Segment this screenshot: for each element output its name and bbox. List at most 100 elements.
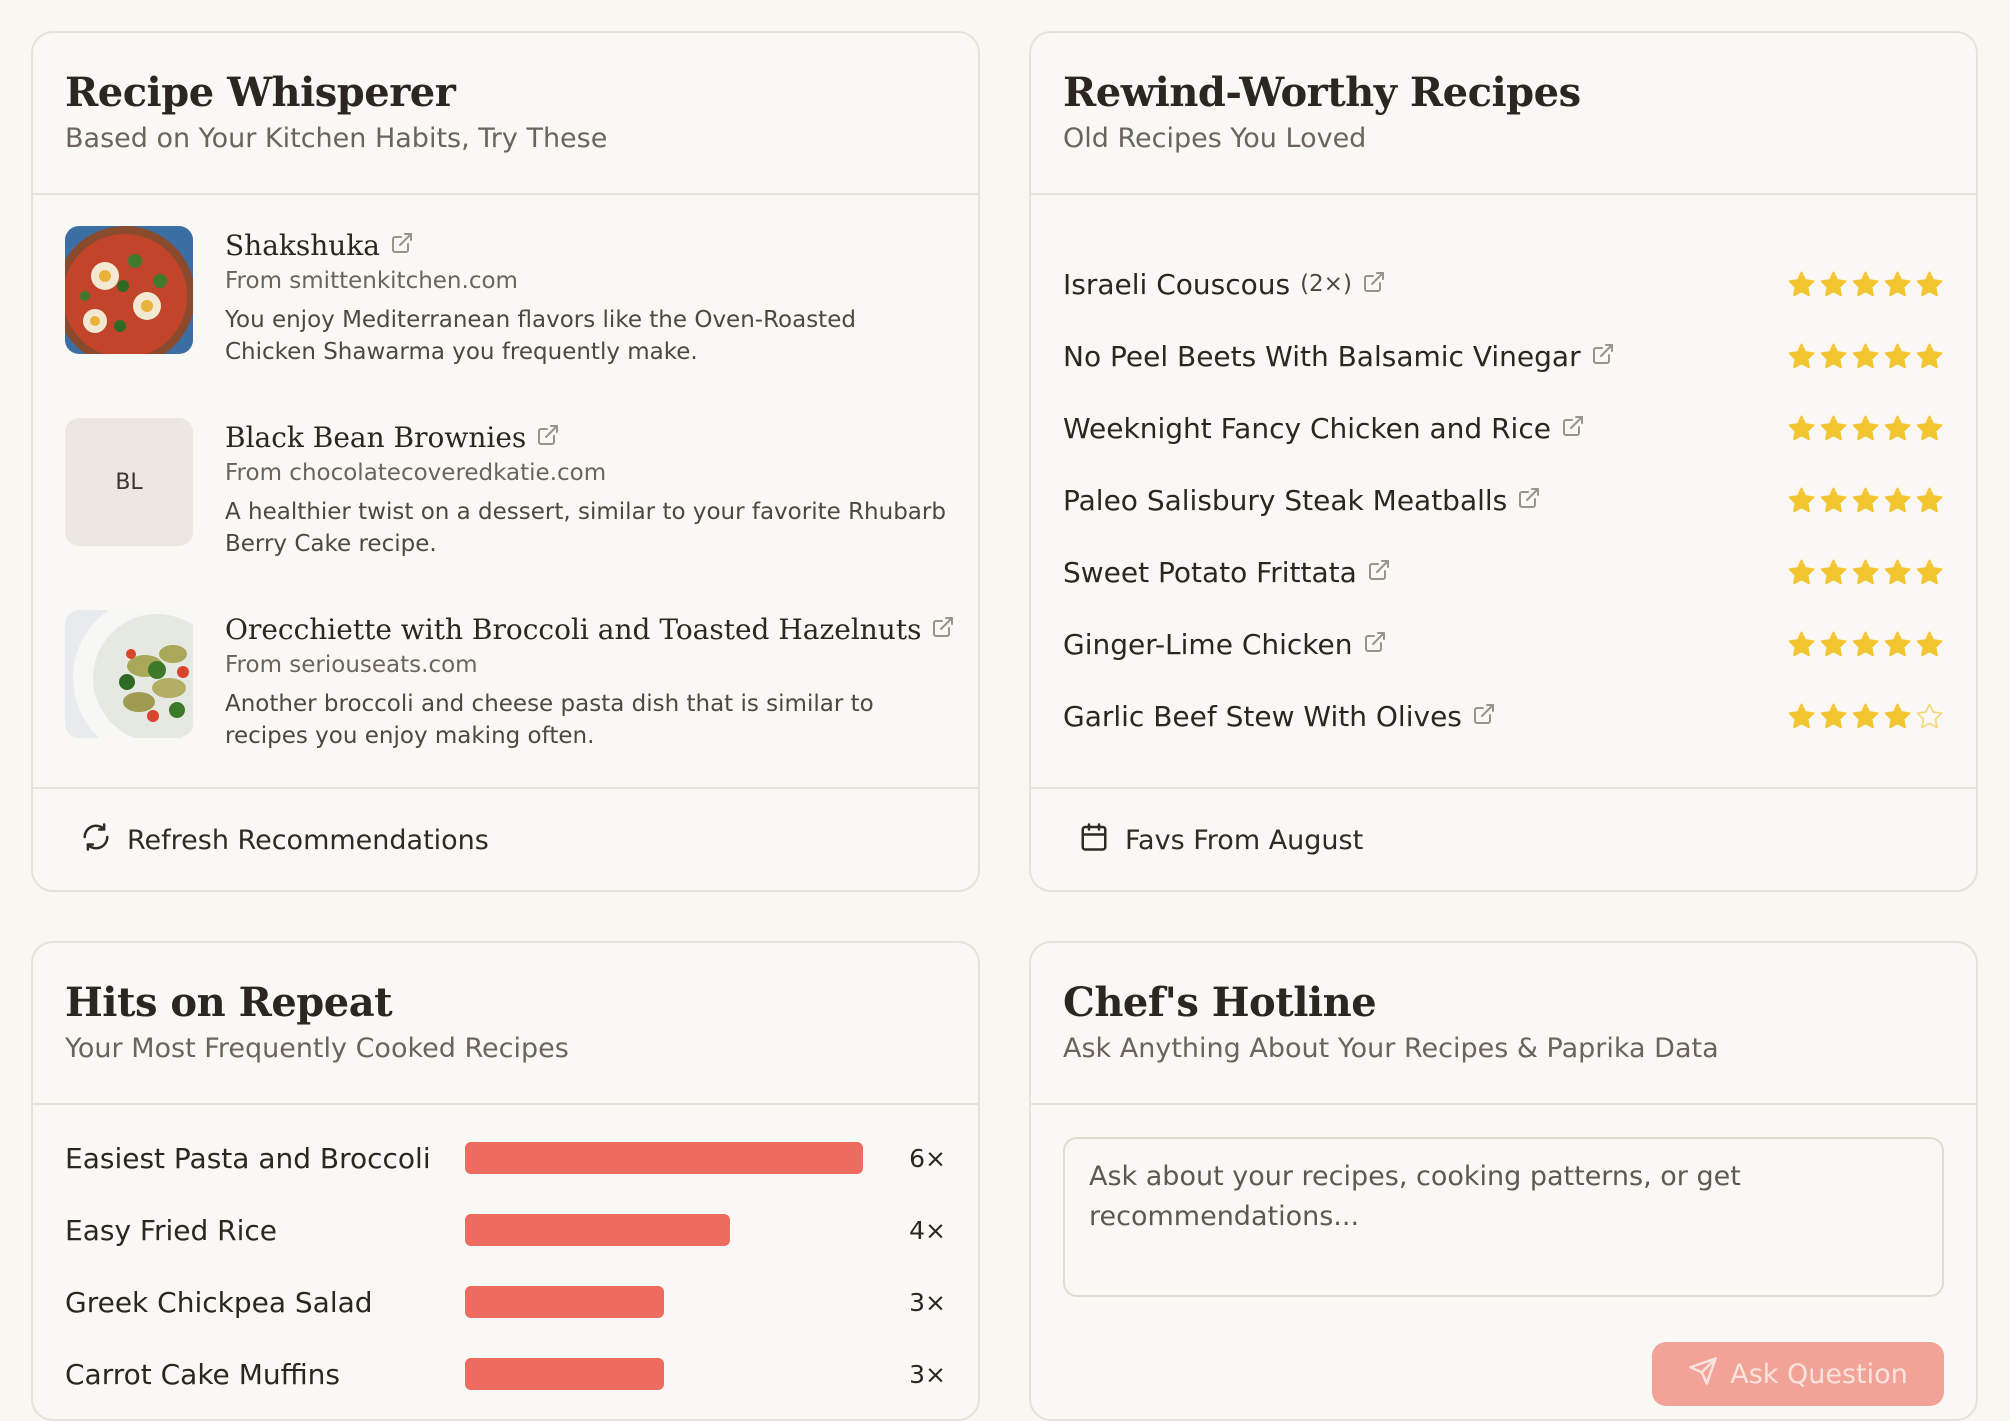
card-subtitle: Your Most Frequently Cooked Recipes xyxy=(65,1033,569,1064)
star-filled-icon xyxy=(1788,631,1815,656)
star-rating xyxy=(1787,414,1944,443)
star-rating xyxy=(1787,702,1944,731)
recipe-link[interactable]: Garlic Beef Stew With Olives xyxy=(1063,700,1496,733)
frequency-bar-track xyxy=(465,1286,885,1318)
recipe-source: From smittenkitchen.com xyxy=(225,268,518,294)
external-link-icon[interactable] xyxy=(1367,556,1391,589)
star-rating xyxy=(1787,342,1944,371)
card-header: Hits on Repeat Your Most Frequently Cook… xyxy=(33,943,978,1105)
recipe-thumbnail-placeholder[interactable]: BL xyxy=(65,418,193,546)
recipe-name: No Peel Beets With Balsamic Vinegar xyxy=(1063,339,1581,373)
star-filled-icon xyxy=(1788,415,1815,440)
recipe-link[interactable]: Israeli Couscous (2×) xyxy=(1063,268,1386,301)
recipe-description: You enjoy Mediterranean flavors like the… xyxy=(225,307,856,365)
card-header: Recipe Whisperer Based on Your Kitchen H… xyxy=(33,33,978,195)
recipe-name: Garlic Beef Stew With Olives xyxy=(1063,699,1462,733)
recommendation-body: Orecchiette with Broccoli and Toasted Ha… xyxy=(225,610,954,752)
recipe-name: Shakshuka xyxy=(225,229,380,262)
rewind-item: Garlic Beef Stew With Olives xyxy=(1063,696,1944,736)
external-link-icon[interactable] xyxy=(1517,484,1541,517)
external-link-icon[interactable] xyxy=(1363,628,1387,661)
star-filled-icon xyxy=(1852,343,1879,368)
card-title: Rewind-Worthy Recipes xyxy=(1063,69,1581,116)
cook-count: 4× xyxy=(909,1215,946,1245)
ask-question-button[interactable]: Ask Question xyxy=(1652,1342,1944,1406)
external-link-icon[interactable] xyxy=(536,418,560,458)
star-filled-icon xyxy=(1884,559,1911,584)
card-subtitle: Based on Your Kitchen Habits, Try These xyxy=(65,123,608,154)
recipe-link[interactable]: Weeknight Fancy Chicken and Rice xyxy=(1063,412,1585,445)
card-header: Rewind-Worthy Recipes Old Recipes You Lo… xyxy=(1031,33,1976,195)
external-link-icon[interactable] xyxy=(390,226,414,266)
star-filled-icon xyxy=(1788,271,1815,296)
star-filled-icon xyxy=(1884,343,1911,368)
recipe-name: Weeknight Fancy Chicken and Rice xyxy=(1063,411,1551,445)
recommendation-body: Black Bean Brownies From chocolatecovere… xyxy=(225,418,946,560)
hit-item: Carrot Cake Muffins 3× xyxy=(65,1354,946,1394)
star-filled-icon xyxy=(1820,271,1847,296)
external-link-icon[interactable] xyxy=(1561,412,1585,445)
hits-on-repeat-card: Hits on Repeat Your Most Frequently Cook… xyxy=(31,941,980,1421)
recipe-link[interactable]: Sweet Potato Frittata xyxy=(1063,556,1391,589)
card-header: Chef's Hotline Ask Anything About Your R… xyxy=(1031,943,1976,1105)
rewind-item: Ginger-Lime Chicken xyxy=(1063,624,1944,664)
external-link-icon[interactable] xyxy=(1591,340,1615,373)
star-filled-icon xyxy=(1788,703,1815,728)
frequency-bar xyxy=(465,1286,664,1318)
refresh-recommendations-button[interactable]: Refresh Recommendations xyxy=(33,787,978,890)
recipe-link[interactable]: Ginger-Lime Chicken xyxy=(1063,628,1387,661)
recipe-link[interactable]: Orecchiette with Broccoli and Toasted Ha… xyxy=(225,610,954,650)
star-filled-icon xyxy=(1916,631,1943,656)
star-empty-icon xyxy=(1916,703,1943,728)
recipe-link[interactable]: Black Bean Brownies xyxy=(225,418,946,458)
hit-item: Easiest Pasta and Broccoli 6× xyxy=(65,1138,946,1178)
recipe-link[interactable]: Shakshuka xyxy=(225,226,946,266)
recommendation-item: BL Black Bean Brownies From chocolatecov… xyxy=(65,418,946,578)
recipe-name: Sweet Potato Frittata xyxy=(1063,555,1357,589)
star-filled-icon xyxy=(1788,487,1815,512)
recipe-name: Paleo Salisbury Steak Meatballs xyxy=(1063,483,1508,517)
recommendation-item: Shakshuka From smittenkitchen.com You en… xyxy=(65,226,946,386)
rewind-item: No Peel Beets With Balsamic Vinegar xyxy=(1063,336,1944,376)
recipe-thumbnail[interactable] xyxy=(65,610,193,738)
star-filled-icon xyxy=(1820,703,1847,728)
recipe-link[interactable]: No Peel Beets With Balsamic Vinegar xyxy=(1063,340,1615,373)
star-rating xyxy=(1787,558,1944,587)
hit-item: Greek Chickpea Salad 3× xyxy=(65,1282,946,1322)
star-filled-icon xyxy=(1820,343,1847,368)
star-filled-icon xyxy=(1820,559,1847,584)
footer-label: Refresh Recommendations xyxy=(127,825,489,856)
rewind-item: Israeli Couscous (2×) xyxy=(1063,264,1944,304)
star-filled-icon xyxy=(1852,271,1879,296)
recipe-source: From chocolatecoveredkatie.com xyxy=(225,460,607,486)
rewind-item: Paleo Salisbury Steak Meatballs xyxy=(1063,480,1944,520)
star-filled-icon xyxy=(1820,487,1847,512)
external-link-icon[interactable] xyxy=(1472,700,1496,733)
cook-count: (2×) xyxy=(1300,271,1352,297)
question-input[interactable] xyxy=(1063,1137,1944,1297)
card-title: Chef's Hotline xyxy=(1063,979,1377,1026)
cook-count: 3× xyxy=(909,1287,946,1317)
frequency-bar-track xyxy=(465,1214,885,1246)
recipe-description: A healthier twist on a dessert, similar … xyxy=(225,499,946,557)
frequency-bar-track xyxy=(465,1142,885,1174)
recommendation-item: Orecchiette with Broccoli and Toasted Ha… xyxy=(65,610,954,770)
recipe-name: Easy Fried Rice xyxy=(65,1213,278,1247)
recommendation-body: Shakshuka From smittenkitchen.com You en… xyxy=(225,226,946,368)
recipe-link[interactable]: Paleo Salisbury Steak Meatballs xyxy=(1063,484,1541,517)
external-link-icon[interactable] xyxy=(931,610,955,650)
favs-from-month-button[interactable]: Favs From August xyxy=(1031,787,1976,890)
card-subtitle: Old Recipes You Loved xyxy=(1063,123,1367,154)
star-filled-icon xyxy=(1788,343,1815,368)
recipe-name: Black Bean Brownies xyxy=(225,421,527,454)
ask-question-label: Ask Question xyxy=(1730,1358,1908,1390)
star-filled-icon xyxy=(1820,631,1847,656)
star-filled-icon xyxy=(1884,271,1911,296)
star-filled-icon xyxy=(1884,415,1911,440)
frequency-bar-track xyxy=(465,1358,885,1390)
footer-label: Favs From August xyxy=(1125,825,1364,856)
recipe-thumbnail[interactable] xyxy=(65,226,193,354)
star-filled-icon xyxy=(1916,415,1943,440)
external-link-icon[interactable] xyxy=(1362,268,1386,301)
frequency-bar xyxy=(465,1142,863,1174)
